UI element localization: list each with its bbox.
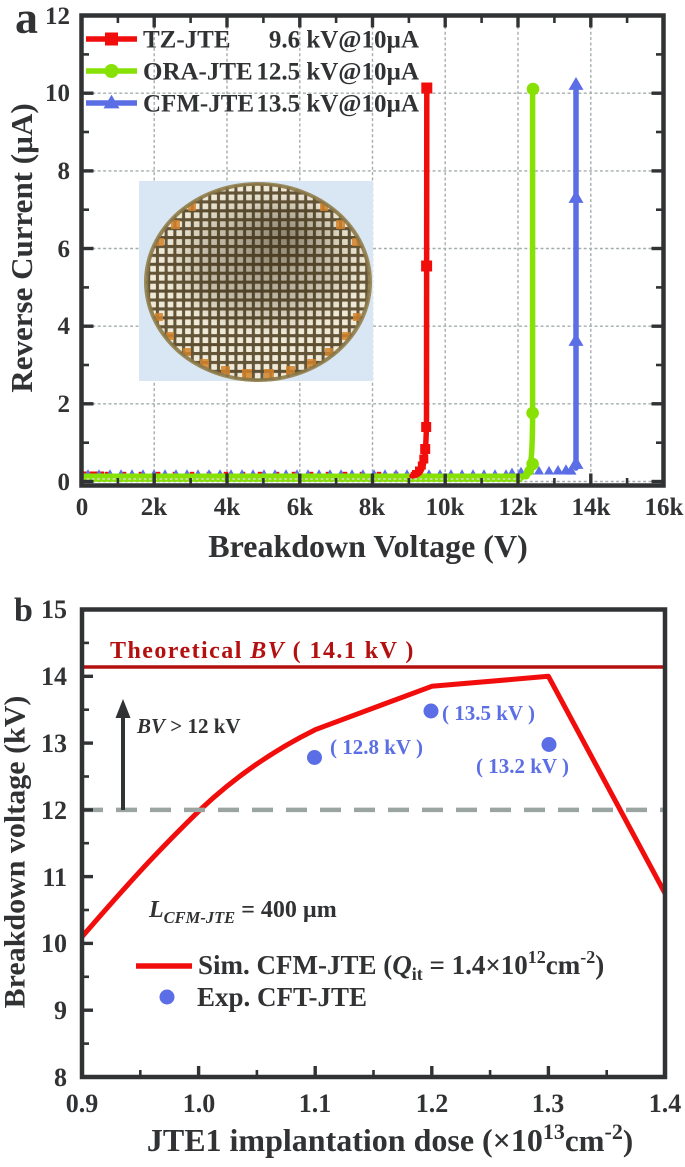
svg-text:9.6 kV@10µA: 9.6 kV@10µA — [269, 27, 419, 54]
svg-text:12.5 kV@10µA: 12.5 kV@10µA — [256, 59, 419, 86]
svg-text:Reverse Current (µA): Reverse Current (µA) — [4, 103, 39, 392]
svg-text:CFM-JTE: CFM-JTE — [143, 91, 254, 118]
svg-text:1.2: 1.2 — [416, 1089, 449, 1118]
svg-text:TZ-JTE: TZ-JTE — [143, 27, 231, 54]
svg-text:0: 0 — [76, 494, 89, 521]
svg-text:1.0: 1.0 — [183, 1089, 216, 1118]
svg-text:9: 9 — [54, 996, 67, 1025]
svg-text:4: 4 — [58, 313, 71, 340]
svg-text:12: 12 — [45, 3, 70, 30]
svg-text:13: 13 — [41, 729, 67, 758]
svg-text:16k: 16k — [645, 494, 684, 521]
svg-text:Breakdown Voltage (V): Breakdown Voltage (V) — [208, 528, 527, 564]
svg-text:2k: 2k — [141, 494, 168, 521]
svg-text:b: b — [14, 592, 33, 629]
svg-text:13.5 kV@10µA: 13.5 kV@10µA — [256, 91, 419, 118]
svg-text:10k: 10k — [426, 494, 465, 521]
svg-text:( 13.2 kV ): ( 13.2 kV ) — [476, 754, 569, 778]
svg-text:12: 12 — [41, 796, 67, 825]
svg-text:4k: 4k — [214, 494, 241, 521]
svg-text:1.3: 1.3 — [532, 1089, 565, 1118]
svg-text:Breakdown voltage (kV): Breakdown voltage (kV) — [0, 696, 32, 1009]
svg-text:14k: 14k — [572, 494, 611, 521]
svg-text:0: 0 — [58, 469, 71, 496]
svg-text:2: 2 — [58, 391, 71, 418]
svg-text:ORA-JTE: ORA-JTE — [143, 59, 253, 86]
svg-text:0.9: 0.9 — [66, 1089, 99, 1118]
svg-text:14: 14 — [41, 662, 67, 691]
svg-text:1.4: 1.4 — [649, 1089, 682, 1118]
svg-text:( 13.5 kV ): ( 13.5 kV ) — [442, 701, 535, 725]
svg-text:12k: 12k — [499, 494, 538, 521]
svg-text:( 12.8 kV ): ( 12.8 kV ) — [330, 735, 423, 759]
svg-text:6k: 6k — [287, 494, 314, 521]
svg-text:Exp. CFT-JTE: Exp. CFT-JTE — [197, 982, 367, 1012]
svg-text:6: 6 — [58, 236, 71, 263]
svg-text:10: 10 — [41, 929, 67, 958]
svg-text:15: 15 — [41, 595, 67, 624]
svg-text:10: 10 — [45, 80, 70, 107]
svg-text:1.1: 1.1 — [299, 1089, 332, 1118]
svg-text:LCFM-JTE = 400 µm: LCFM-JTE = 400 µm — [148, 897, 337, 927]
svg-text:8: 8 — [58, 158, 71, 185]
svg-text:Theoretical BV ( 14.1 kV ): Theoretical BV ( 14.1 kV ) — [110, 638, 415, 664]
svg-text:a: a — [15, 0, 38, 43]
svg-text:11: 11 — [42, 863, 67, 892]
svg-text:BV > 12 kV: BV > 12 kV — [136, 714, 241, 738]
svg-text:8: 8 — [54, 1063, 67, 1092]
svg-text:8k: 8k — [359, 494, 386, 521]
